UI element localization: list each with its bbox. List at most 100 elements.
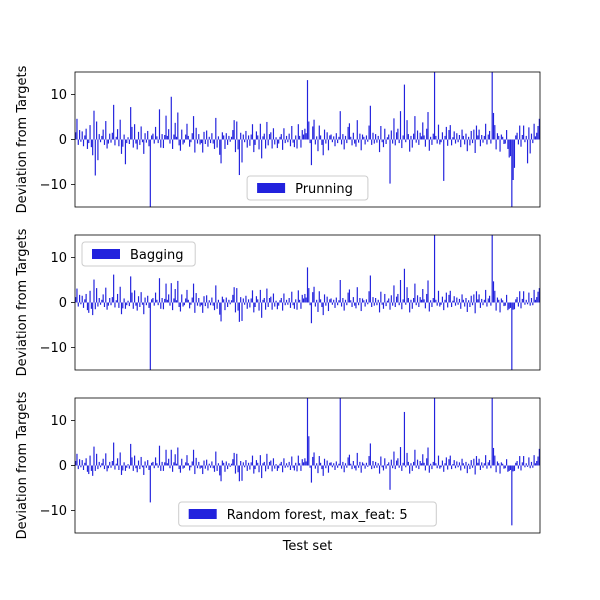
bar (115, 463, 117, 466)
bar (334, 302, 336, 308)
bar (432, 298, 434, 303)
bar (148, 139, 150, 147)
bar (275, 300, 277, 303)
bar (414, 283, 416, 303)
bar (300, 465, 302, 471)
bar (304, 293, 306, 303)
bar (212, 465, 214, 469)
bar (189, 139, 191, 147)
bar (93, 110, 95, 140)
bar (240, 297, 242, 303)
bar (224, 302, 226, 311)
bar (249, 302, 251, 308)
bar (461, 294, 463, 303)
bar (468, 136, 470, 140)
bar (152, 133, 154, 140)
bar (342, 298, 344, 303)
bar (177, 112, 179, 140)
bar (187, 299, 189, 303)
bar (209, 139, 212, 144)
bar (300, 139, 302, 148)
bar (443, 465, 445, 472)
bar (245, 460, 247, 466)
bar (202, 139, 204, 153)
bar (202, 465, 204, 475)
bar (166, 299, 168, 303)
bar (521, 298, 523, 303)
bar (466, 139, 468, 152)
bar (453, 296, 455, 303)
bar (415, 302, 417, 306)
bar (512, 302, 514, 310)
bar (293, 139, 295, 148)
bar (465, 298, 467, 303)
bar (486, 139, 488, 145)
bar (211, 133, 213, 140)
bar (98, 298, 100, 303)
bar (107, 302, 109, 306)
bar (92, 465, 94, 476)
bar (158, 278, 161, 303)
bar (363, 300, 365, 303)
bar (326, 460, 328, 466)
bar (523, 456, 525, 466)
bar (380, 126, 382, 140)
bar (377, 135, 379, 140)
bar (283, 458, 285, 466)
bar (101, 135, 103, 140)
bar (503, 465, 505, 469)
bar (356, 120, 358, 140)
bar (439, 302, 441, 307)
bar (113, 104, 115, 140)
bar (131, 457, 133, 466)
bar (275, 137, 277, 140)
bar (213, 139, 216, 149)
bar (350, 300, 352, 303)
bar (165, 115, 167, 140)
bar (258, 465, 260, 473)
bar (337, 139, 339, 144)
bar (481, 298, 483, 303)
bar (469, 139, 471, 146)
bar (537, 291, 539, 303)
bar (470, 295, 472, 303)
bar (513, 465, 516, 471)
bar (486, 302, 488, 307)
bar (373, 465, 375, 469)
bar (348, 123, 351, 140)
bar (398, 139, 400, 144)
bar (305, 297, 307, 303)
bar (498, 463, 500, 466)
bar (169, 139, 171, 144)
bar (377, 299, 379, 303)
bar (187, 135, 189, 140)
bar (360, 465, 362, 473)
bar (524, 465, 526, 468)
bar (469, 302, 471, 307)
bar (326, 132, 328, 140)
bar (365, 462, 368, 466)
bar (300, 302, 302, 309)
bar (376, 465, 378, 468)
bar (194, 465, 196, 475)
bar (158, 445, 161, 466)
bar (360, 302, 362, 312)
bar (485, 455, 487, 466)
y-tick-label: −10 (40, 341, 67, 356)
bar (317, 465, 319, 474)
bar (350, 463, 352, 466)
bar (388, 298, 390, 303)
bar (321, 139, 323, 145)
bar (190, 465, 192, 468)
bar (179, 465, 182, 473)
bar (352, 297, 354, 303)
bar (526, 139, 529, 164)
bar (506, 294, 508, 303)
bar (93, 446, 95, 466)
bar (502, 136, 504, 140)
bar (492, 281, 495, 303)
bar (473, 458, 475, 466)
bar (448, 130, 450, 140)
bar (377, 463, 379, 466)
